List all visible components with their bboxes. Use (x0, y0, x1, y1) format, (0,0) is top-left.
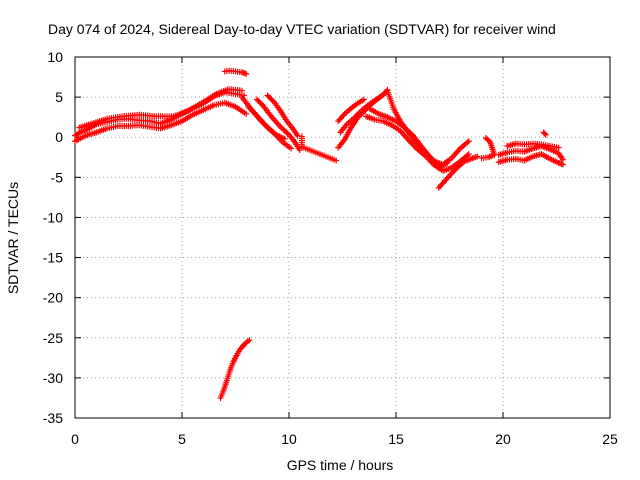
y-tick-label: -25 (43, 330, 63, 346)
series-isolated (298, 133, 340, 164)
series-second-rise-c (335, 96, 367, 125)
y-tick-label: -10 (43, 209, 63, 225)
series-second-rise-b (337, 90, 389, 136)
data-point (333, 157, 340, 164)
y-tick-label: -5 (51, 169, 64, 185)
x-axis-label: GPS time / hours (287, 457, 394, 473)
series-early-lower (72, 99, 250, 145)
y-tick-label: -30 (43, 370, 63, 386)
data-point (444, 159, 451, 166)
y-axis: 10 5 0 -5 -10 -15 -20 -25 -30 -35 (43, 49, 610, 426)
data-point (465, 138, 472, 145)
y-tick-label: 10 (47, 49, 63, 65)
chart-title: Day 074 of 2024, Sidereal Day-to-day VTE… (48, 21, 556, 37)
plot-frame (74, 56, 611, 419)
data-point (559, 161, 566, 168)
x-tick-label: 25 (602, 431, 618, 447)
x-tick-label: 0 (71, 431, 79, 447)
series-negative-branch (217, 337, 253, 401)
x-tick-label: 10 (281, 431, 297, 447)
data-point (360, 96, 367, 103)
series-descent-c (253, 96, 303, 154)
data-points (72, 67, 566, 401)
series-low-dip (435, 153, 481, 191)
data-point (294, 132, 301, 139)
x-tick-label: 5 (178, 431, 186, 447)
data-point (478, 155, 485, 162)
data-point (243, 70, 250, 77)
y-tick-label: -35 (43, 410, 63, 426)
series-second-descent-c (367, 106, 451, 171)
x-tick-label: 15 (388, 431, 404, 447)
data-point (555, 144, 562, 151)
grid-lines (75, 57, 610, 418)
x-axis: 0 5 10 15 20 25 (71, 57, 618, 447)
series-early-upper (76, 86, 245, 131)
series-descent-b (245, 103, 295, 152)
y-axis-label: SDTVAR / TECUs (5, 182, 21, 294)
series-tail-b (495, 151, 566, 168)
series-tail-blip (540, 129, 549, 138)
series-high-blip (221, 67, 250, 77)
data-point (355, 110, 362, 117)
data-point (474, 153, 481, 160)
data-point (246, 337, 253, 344)
data-point (542, 131, 549, 138)
series-tail-c (504, 140, 562, 151)
y-tick-label: 0 (55, 129, 63, 145)
data-point (296, 147, 303, 154)
data-point (465, 151, 472, 158)
data-point (541, 130, 548, 137)
data-point (453, 165, 460, 172)
data-point (238, 87, 245, 94)
y-tick-label: 5 (55, 89, 63, 105)
x-tick-label: 20 (495, 431, 511, 447)
series-descent-d (264, 92, 301, 139)
y-tick-label: -20 (43, 290, 63, 306)
data-point (269, 97, 276, 104)
y-tick-label: -15 (43, 250, 63, 266)
series-mid-gap (478, 135, 498, 162)
data-point (288, 145, 295, 152)
data-point (243, 110, 250, 117)
series-descent-a (238, 94, 288, 142)
